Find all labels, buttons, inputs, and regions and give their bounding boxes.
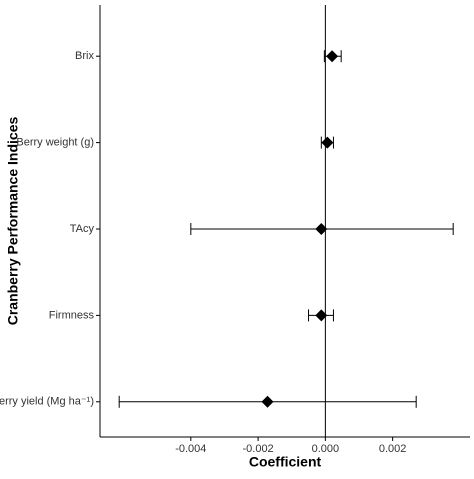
x-tick-label: -0.004 <box>175 443 206 455</box>
point <box>315 223 328 235</box>
x-tick-label: 0.000 <box>312 443 340 455</box>
y-tick-label: Firmness <box>49 309 95 321</box>
y-tick-label: Berry weight (g) <box>16 137 94 149</box>
point <box>321 136 334 149</box>
x-tick-label: 0.002 <box>379 443 407 455</box>
x-tick-label: -0.002 <box>242 443 273 455</box>
y-tick-label: TAcy <box>70 223 95 235</box>
x-axis-title: Coefficient <box>249 454 322 470</box>
point <box>315 309 328 322</box>
point <box>261 395 274 408</box>
y-tick-label: Brix <box>75 50 94 62</box>
y-axis-title: Cranberry Performance Indices <box>5 117 21 326</box>
point <box>326 50 339 63</box>
y-tick-label: Berry yield (Mg ha⁻¹) <box>0 396 94 408</box>
